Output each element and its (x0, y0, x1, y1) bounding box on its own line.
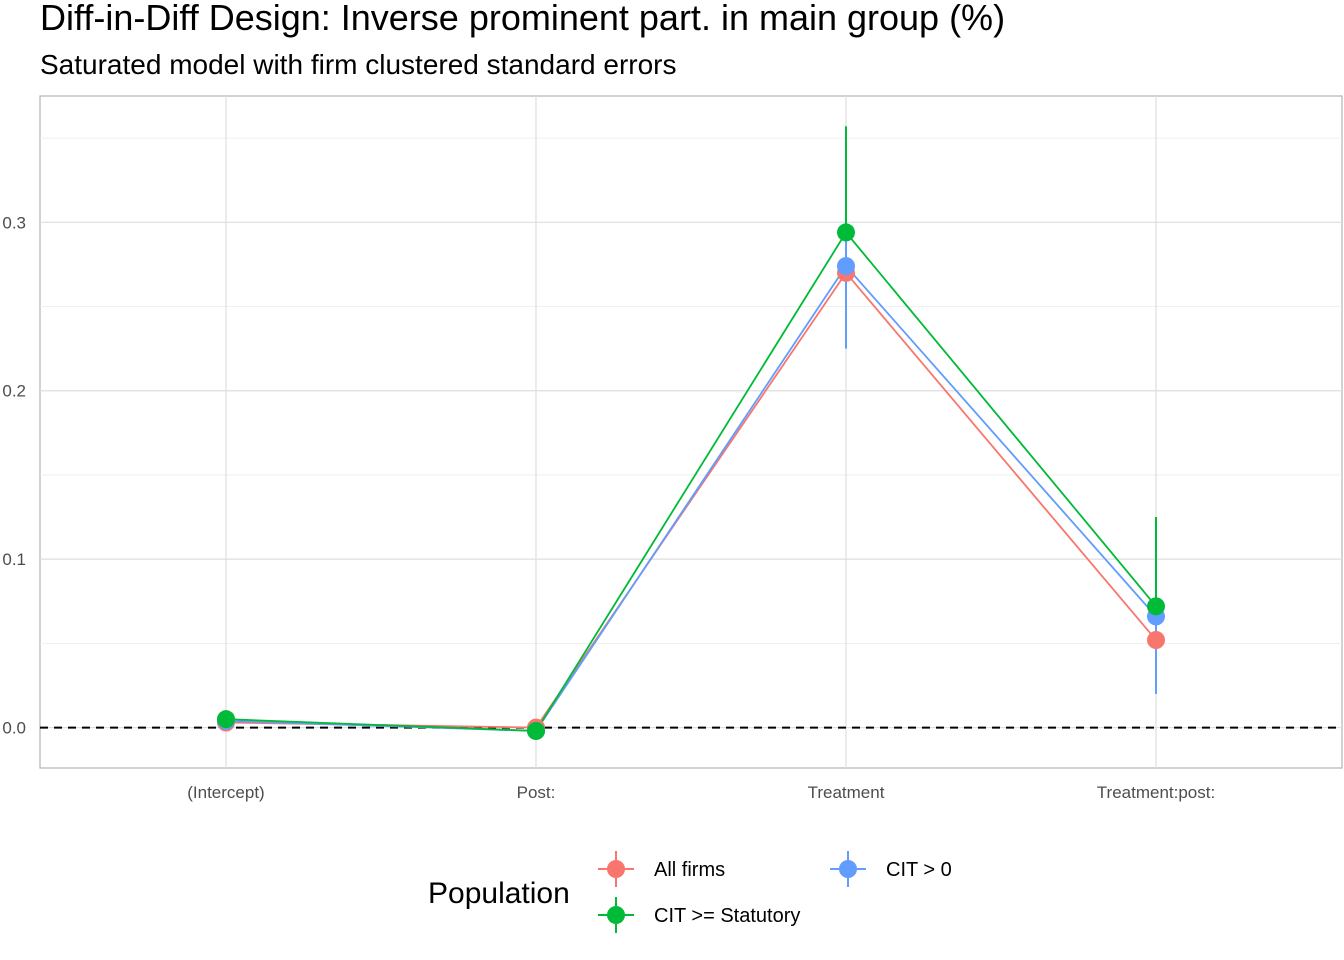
legend-title: Population (428, 877, 570, 910)
x-tick-label: Treatment:post: (1097, 783, 1215, 802)
chart-title: Diff-in-Diff Design: Inverse prominent p… (40, 0, 1005, 38)
x-tick-label: (Intercept) (187, 783, 264, 802)
legend-key-point (839, 860, 857, 878)
x-tick-label: Treatment (808, 783, 885, 802)
legend-key-point (607, 860, 625, 878)
data-point (1147, 597, 1165, 616)
series-layer (217, 126, 1165, 740)
panel-border (39, 95, 1343, 769)
plot-panel (39, 95, 1343, 769)
legend-key (598, 851, 634, 887)
legend-key (830, 851, 866, 887)
series-line (225, 230, 1157, 732)
data-point (837, 257, 855, 276)
series-1 (225, 126, 1157, 732)
x-tick-label: Post: (517, 783, 556, 802)
data-point (837, 223, 855, 242)
legend-label: CIT > 0 (886, 859, 952, 881)
legend-label: CIT >= Statutory (654, 905, 800, 927)
x-axis-ticks: (Intercept) Post: Treatment Treatment:post: (187, 783, 1215, 802)
legend-label: All firms (654, 859, 725, 881)
y-tick-label: 0.0 (2, 719, 26, 738)
data-point (527, 721, 545, 740)
legend-key (598, 897, 634, 933)
legend: Population All firms CIT >= Statutory CIT … (428, 851, 952, 933)
data-point (1147, 631, 1165, 649)
legend-key-point (607, 906, 625, 924)
y-tick-label: 0.1 (2, 550, 26, 569)
y-tick-label: 0.3 (2, 213, 26, 232)
series-points-1 (217, 223, 1165, 740)
chart-subtitle: Saturated model with firm clustered stan… (40, 49, 677, 80)
y-tick-label: 0.2 (2, 382, 26, 401)
data-point (217, 710, 235, 729)
y-axis-ticks: 0.0 0.1 0.2 0.3 (2, 213, 26, 737)
